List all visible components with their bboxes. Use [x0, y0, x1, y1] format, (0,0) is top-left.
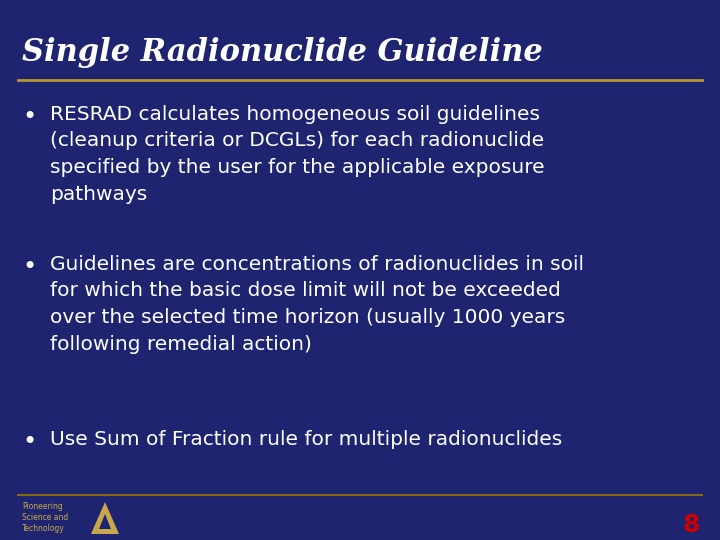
Text: Guidelines are concentrations of radionuclides in soil
for which the basic dose : Guidelines are concentrations of radionu… — [50, 255, 584, 354]
Text: •: • — [22, 255, 36, 279]
Text: Pioneering
Science and
Technology: Pioneering Science and Technology — [22, 502, 68, 533]
Text: •: • — [22, 105, 36, 129]
Text: Use Sum of Fraction rule for multiple radionuclides: Use Sum of Fraction rule for multiple ra… — [50, 430, 562, 449]
Text: RESRAD calculates homogeneous soil guidelines
(cleanup criteria or DCGLs) for ea: RESRAD calculates homogeneous soil guide… — [50, 105, 544, 204]
Polygon shape — [99, 514, 111, 529]
Text: Single Radionuclide Guideline: Single Radionuclide Guideline — [22, 37, 543, 68]
Polygon shape — [91, 502, 119, 534]
Text: 8: 8 — [683, 513, 700, 537]
Text: •: • — [22, 430, 36, 454]
